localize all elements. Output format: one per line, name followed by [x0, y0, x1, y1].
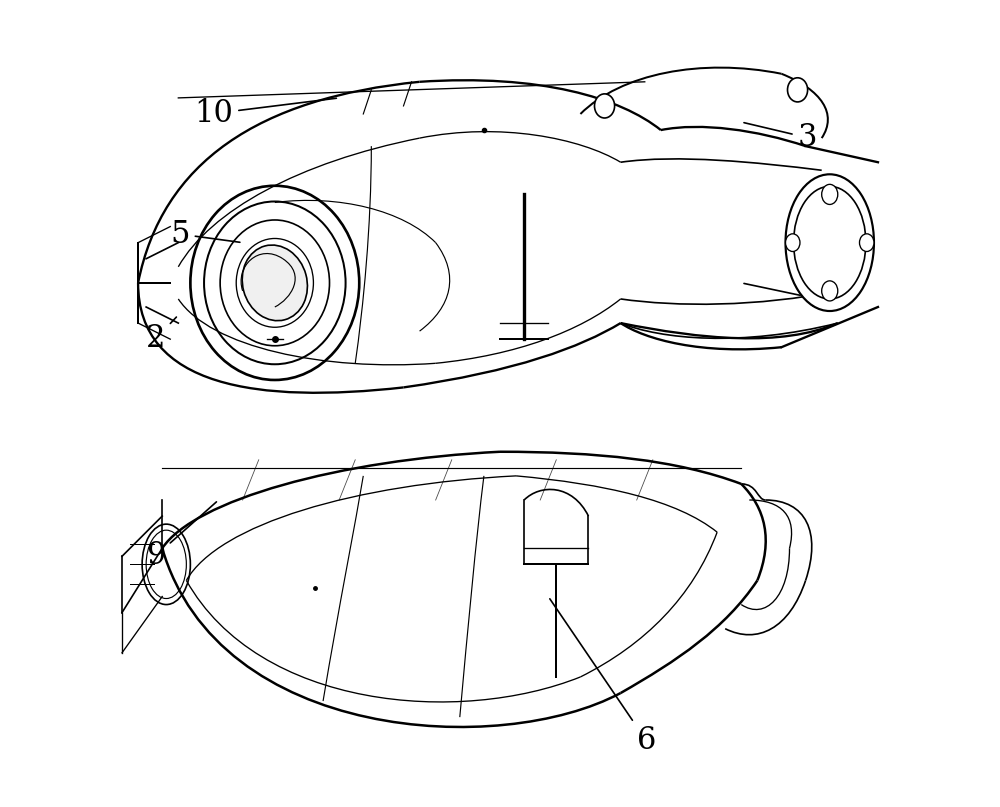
Text: 3: 3 [744, 122, 817, 153]
Ellipse shape [822, 281, 838, 301]
Text: 2: 2 [146, 317, 176, 354]
Text: 10: 10 [194, 98, 336, 129]
Text: 9: 9 [146, 502, 216, 571]
Ellipse shape [785, 234, 800, 252]
Ellipse shape [785, 174, 874, 311]
Ellipse shape [594, 94, 615, 118]
Text: 7: 7 [744, 283, 825, 314]
Text: 6: 6 [550, 599, 656, 756]
Ellipse shape [242, 245, 307, 320]
Text: 8: 8 [806, 219, 825, 249]
Text: 5: 5 [170, 219, 240, 249]
Ellipse shape [859, 234, 874, 252]
Ellipse shape [788, 77, 808, 102]
Ellipse shape [822, 184, 838, 204]
